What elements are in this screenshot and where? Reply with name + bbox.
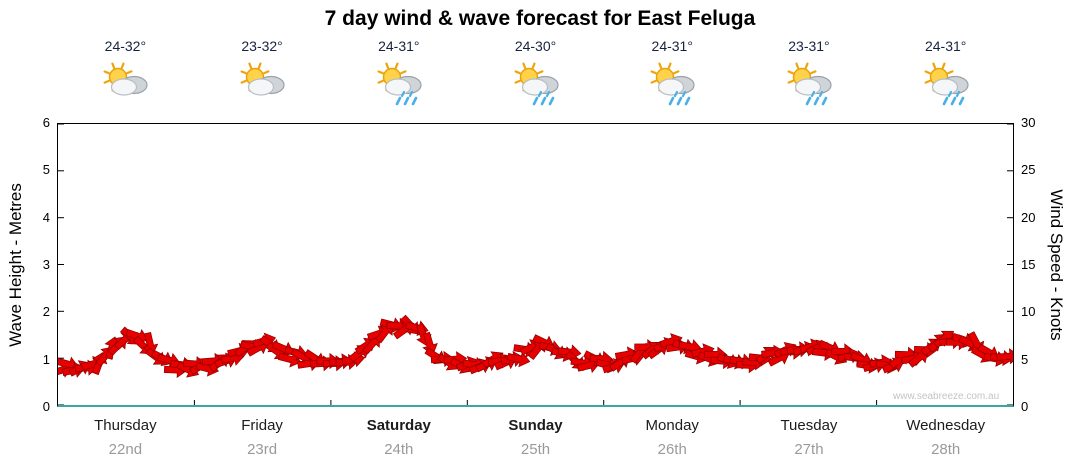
day-name-label: Wednesday <box>906 417 986 434</box>
right-axis-title: Wind Speed - Knots <box>1047 189 1066 341</box>
day-icon-wrap <box>99 62 151 110</box>
left-tick-label: 4 <box>42 209 50 225</box>
sun-cloud-rain-icon <box>650 62 695 106</box>
watermark: www.seabreeze.com.au <box>893 391 1000 402</box>
x-label-column: Wednesday 28th <box>877 417 1014 458</box>
x-label-column: Monday 26th <box>604 417 741 458</box>
day-date-label: 23rd <box>247 441 278 458</box>
sun-cloud-rain-icon <box>787 62 832 106</box>
x-label-column: Tuesday 27th <box>741 417 878 458</box>
sun-cloud-rain-icon <box>377 62 422 106</box>
day-icon-wrap <box>783 62 835 110</box>
day-column: 23-31° <box>741 38 878 110</box>
right-tick-label: 30 <box>1021 115 1036 130</box>
left-axis-title: Wave Height - Metres <box>6 183 25 347</box>
day-name-label: Monday <box>645 417 699 434</box>
day-column: 24-32° <box>57 38 194 110</box>
x-label-column: Sunday 25th <box>467 417 604 458</box>
left-tick-label: 1 <box>42 351 50 367</box>
day-name-label: Sunday <box>508 417 563 434</box>
day-icon-wrap <box>920 62 972 110</box>
day-name-label: Saturday <box>366 417 431 434</box>
right-tick-label: 5 <box>1021 351 1029 367</box>
day-date-label: 24th <box>384 441 414 458</box>
day-temp: 24-31° <box>378 38 420 54</box>
day-date-label: 25th <box>520 441 551 458</box>
day-date-label: 28th <box>931 441 961 458</box>
x-label-column: Friday 23rd <box>194 417 331 458</box>
day-temp: 24-31° <box>651 38 693 54</box>
day-temp: 23-31° <box>788 38 830 54</box>
day-column: 24-30° <box>467 38 604 110</box>
sun-cloud-icon <box>240 62 285 96</box>
day-temp: 24-30° <box>514 38 557 54</box>
day-name-label: Tuesday <box>780 417 838 434</box>
day-icon-wrap <box>373 62 425 110</box>
right-tick-label: 10 <box>1021 304 1036 320</box>
sun-cloud-icon <box>103 62 148 96</box>
day-temp: 24-31° <box>924 38 967 54</box>
day-name-label: Thursday <box>94 417 157 434</box>
wind-arrow <box>506 351 531 368</box>
day-name-label: Friday <box>241 417 283 434</box>
page-title: 7 day wind & wave forecast for East Felu… <box>324 7 756 30</box>
left-tick-label: 3 <box>42 257 50 272</box>
day-column: 23-32° <box>194 38 331 110</box>
x-label-column: Saturday 24th <box>330 417 467 458</box>
left-tick-label: 6 <box>42 115 50 130</box>
day-icon-wrap <box>236 62 288 110</box>
plot-svg <box>58 124 1013 405</box>
day-date-label: 22nd <box>108 441 143 458</box>
day-icon-wrap <box>510 62 562 110</box>
chart-plot-area <box>57 123 1014 407</box>
day-date-label: 27th <box>794 441 824 458</box>
right-tick-label: 25 <box>1021 162 1036 178</box>
x-label-column: Thursday 22nd <box>57 417 194 458</box>
right-tick-label: 20 <box>1021 209 1036 225</box>
wind-arrow <box>996 348 1013 365</box>
left-tick-label: 0 <box>42 399 50 414</box>
wind-arrow <box>907 350 929 368</box>
sun-cloud-rain-icon <box>514 62 559 106</box>
day-temp: 24-32° <box>104 38 147 54</box>
day-column: 24-31° <box>877 38 1014 110</box>
right-tick-label: 15 <box>1021 257 1036 272</box>
day-column: 24-31° <box>604 38 741 110</box>
left-tick-label: 5 <box>42 162 50 178</box>
day-temp: 23-32° <box>241 38 283 54</box>
x-axis-labels: Thursday 22nd Friday 23rd Saturday 24th Sunday… <box>57 417 1014 458</box>
left-tick-label: 2 <box>42 304 50 320</box>
right-tick-label: 0 <box>1021 399 1029 414</box>
day-icon-wrap <box>646 62 698 110</box>
days-header: 24-32° 23-32° 24-31° 24-30° 24-31° 23-31° 24-3… <box>57 38 1014 110</box>
day-column: 24-31° <box>330 38 467 110</box>
day-date-label: 26th <box>657 441 687 458</box>
sun-cloud-rain-icon <box>924 62 969 106</box>
